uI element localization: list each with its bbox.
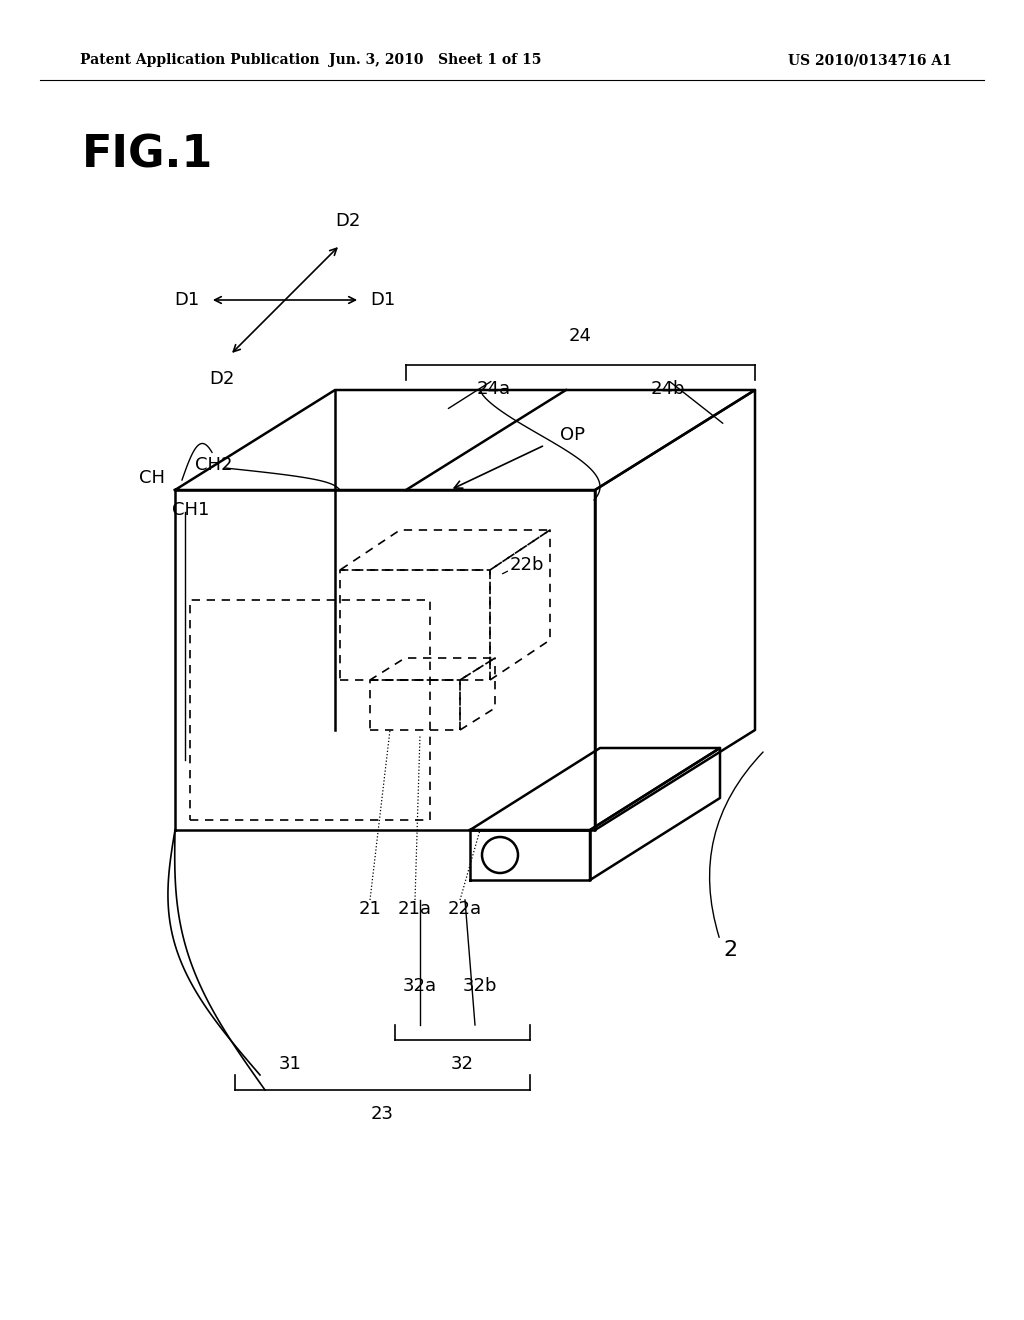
Text: OP: OP bbox=[560, 426, 585, 444]
Text: 32b: 32b bbox=[463, 977, 498, 995]
Text: Jun. 3, 2010   Sheet 1 of 15: Jun. 3, 2010 Sheet 1 of 15 bbox=[329, 53, 542, 67]
Text: 21: 21 bbox=[358, 900, 381, 917]
Text: D2: D2 bbox=[335, 213, 360, 230]
Text: 32a: 32a bbox=[402, 977, 437, 995]
Text: 24a: 24a bbox=[476, 380, 510, 399]
Text: CH2: CH2 bbox=[195, 455, 232, 474]
Text: FIG.1: FIG.1 bbox=[82, 133, 213, 177]
Text: 32: 32 bbox=[451, 1055, 474, 1073]
Text: 2: 2 bbox=[723, 940, 737, 960]
Text: Patent Application Publication: Patent Application Publication bbox=[80, 53, 319, 67]
Text: 21a: 21a bbox=[398, 900, 432, 917]
Text: US 2010/0134716 A1: US 2010/0134716 A1 bbox=[788, 53, 952, 67]
Text: 24b: 24b bbox=[650, 380, 685, 399]
Text: CH: CH bbox=[139, 469, 165, 487]
Text: 24: 24 bbox=[569, 327, 592, 345]
Text: 23: 23 bbox=[371, 1105, 394, 1123]
Text: 31: 31 bbox=[279, 1055, 301, 1073]
Text: 22a: 22a bbox=[447, 900, 482, 917]
Text: 22b: 22b bbox=[510, 556, 545, 574]
Text: D1: D1 bbox=[175, 290, 200, 309]
Text: CH1: CH1 bbox=[172, 502, 209, 519]
Text: D2: D2 bbox=[209, 370, 234, 388]
Text: D1: D1 bbox=[370, 290, 395, 309]
